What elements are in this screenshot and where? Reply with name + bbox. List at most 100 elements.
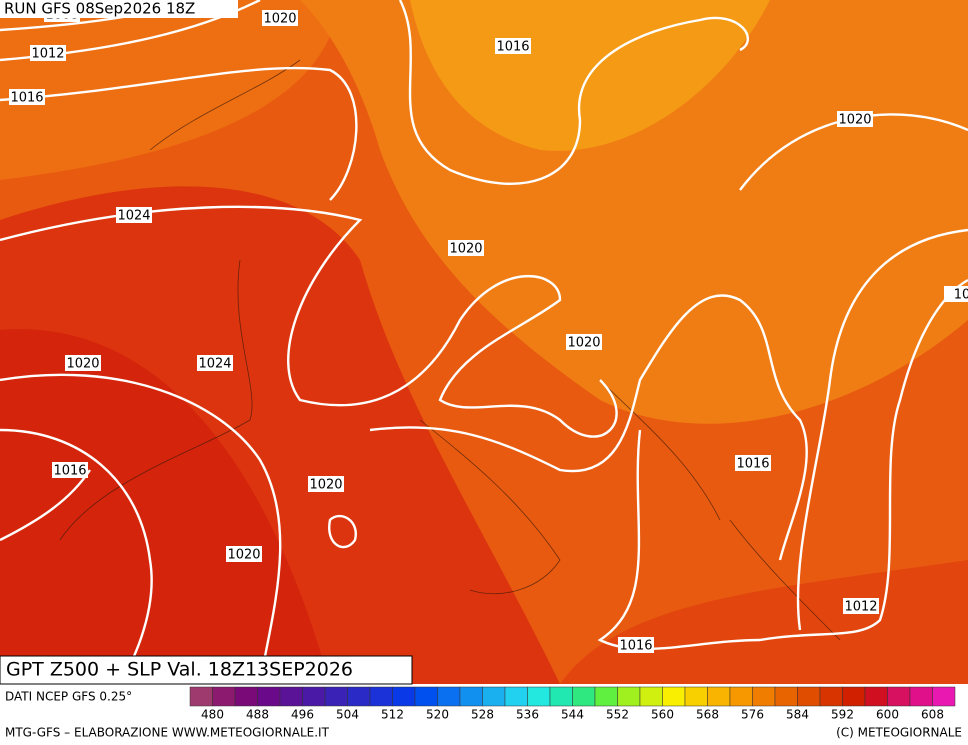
- colorbar-tick-label: 584: [786, 708, 809, 722]
- isobar: [0, 205, 618, 438]
- isobar-label: 1016: [10, 91, 43, 106]
- colorbar-swatch: [572, 686, 596, 707]
- colorbar-swatch: [797, 686, 821, 707]
- colorbar-swatch: [234, 686, 258, 707]
- colorbar-swatch: [639, 686, 663, 707]
- colorbar-swatch: [482, 686, 506, 707]
- colorbar-swatch: [909, 686, 933, 707]
- isobar-label: 1016: [53, 464, 86, 479]
- colorbar-tick-label: 568: [696, 708, 719, 722]
- map-field: [0, 0, 968, 684]
- coastline: [59, 59, 841, 641]
- colorbar-swatch: [459, 686, 483, 707]
- isobar-label: 1016: [619, 639, 652, 654]
- colorbar-tick-label: 592: [831, 708, 854, 722]
- isobar-label: 1020: [66, 357, 99, 372]
- isobar-label: 10: [954, 288, 968, 303]
- isobar-label: 1024: [198, 357, 231, 372]
- isobar-label: 1024: [117, 209, 150, 224]
- footer-left: MTG-GFS – ELABORAZIONE WWW.METEOGIORNALE…: [5, 726, 330, 740]
- colorbar-swatch: [887, 686, 911, 707]
- colorbar-swatch: [549, 686, 573, 707]
- colorbar-swatch: [594, 686, 618, 707]
- colorbar-swatch: [864, 686, 888, 707]
- isobar: [796, 228, 968, 631]
- isobar-label-box: [52, 462, 88, 478]
- field-zone: [0, 0, 340, 180]
- isobar-label: 1016: [736, 457, 769, 472]
- isobar-label: 1020: [227, 548, 260, 563]
- colorbar-swatch: [617, 686, 641, 707]
- isobar-label-box: [735, 455, 771, 471]
- colorbar-tick-label: 576: [741, 708, 764, 722]
- field-zone: [560, 560, 968, 684]
- isobar-label: 1020: [838, 113, 871, 128]
- colorbar-swatch: [257, 686, 281, 707]
- isobar: [0, 373, 282, 684]
- colorbar-tick-label: 544: [561, 708, 584, 722]
- colorbar-tick-label: 488: [246, 708, 269, 722]
- colorbar-swatch: [212, 686, 236, 707]
- isobar: [0, 469, 91, 542]
- colorbar-swatch: [527, 686, 551, 707]
- colorbar-tick-label: 504: [336, 708, 359, 722]
- isobar: [0, 66, 358, 201]
- isobar-label-box: [116, 207, 152, 223]
- isobar-label-box: [618, 637, 654, 653]
- colorbar-tick-label: 496: [291, 708, 314, 722]
- isobar-label-box: [448, 240, 484, 256]
- isobar: [369, 294, 808, 561]
- isobar-label-box: [495, 38, 531, 54]
- colorbar-swatch: [347, 686, 371, 707]
- colorbar-swatch: [684, 686, 708, 707]
- isobar-label-box: [197, 355, 233, 371]
- colorbar-swatch: [437, 686, 461, 707]
- isobar-labels: 1008102010161012101610201024102010201020…: [9, 6, 968, 654]
- isobar-label-box: [944, 286, 968, 302]
- colorbar-swatch: [729, 686, 753, 707]
- isobar-label: 1012: [31, 47, 64, 62]
- colorbar-tick-label: 512: [381, 708, 404, 722]
- colorbar-swatch: [819, 686, 843, 707]
- isobar-label-box: [226, 546, 262, 562]
- colorbar-tick-label: 528: [471, 708, 494, 722]
- isobar-label: 1012: [844, 600, 877, 615]
- colorbar-swatch: [392, 686, 416, 707]
- isobar-label: 1020: [567, 336, 600, 351]
- colorbar-label: DATI NCEP GFS 0.25°: [5, 690, 132, 704]
- isobar-label: 1020: [309, 478, 342, 493]
- colorbar-swatch: [414, 686, 438, 707]
- colorbar-swatch: [707, 686, 731, 707]
- isobar-label: 1016: [496, 40, 529, 55]
- colorbar-swatch: [504, 686, 528, 707]
- isobar-label-box: [65, 355, 101, 371]
- footer-right: (C) METEOGIORNALE: [836, 726, 962, 740]
- colorbar-swatch: [752, 686, 776, 707]
- isobar-label: 1020: [263, 12, 296, 27]
- colorbar-swatch: [932, 686, 956, 707]
- isobar-label-box: [9, 89, 45, 105]
- colorbar-swatch: [279, 686, 303, 707]
- isobar-label-box: [308, 476, 344, 492]
- run-label: RUN GFS 08Sep2026 18Z: [4, 0, 195, 18]
- isobar: [398, 0, 749, 185]
- colorbar-swatch: [189, 686, 213, 707]
- colorbar-swatch: [774, 686, 798, 707]
- isobar-label-box: [30, 45, 66, 61]
- colorbar-tick-label: 600: [876, 708, 899, 722]
- colorbar-swatch: [662, 686, 686, 707]
- isobar-label: 1020: [449, 242, 482, 257]
- isobar-label-box: [837, 111, 873, 127]
- isobar: [328, 514, 357, 549]
- run-box: [0, 0, 238, 18]
- isobar-label-box: [843, 598, 879, 614]
- colorbar-tick-label: 560: [651, 708, 674, 722]
- map-title: GPT Z500 + SLP Val. 18Z13SEP2026: [6, 659, 353, 681]
- field-zone: [0, 329, 330, 684]
- isobar: [597, 278, 968, 651]
- colorbar-tick-label: 552: [606, 708, 629, 722]
- colorbar-swatch: [324, 686, 348, 707]
- isobar-label-box: [262, 10, 298, 26]
